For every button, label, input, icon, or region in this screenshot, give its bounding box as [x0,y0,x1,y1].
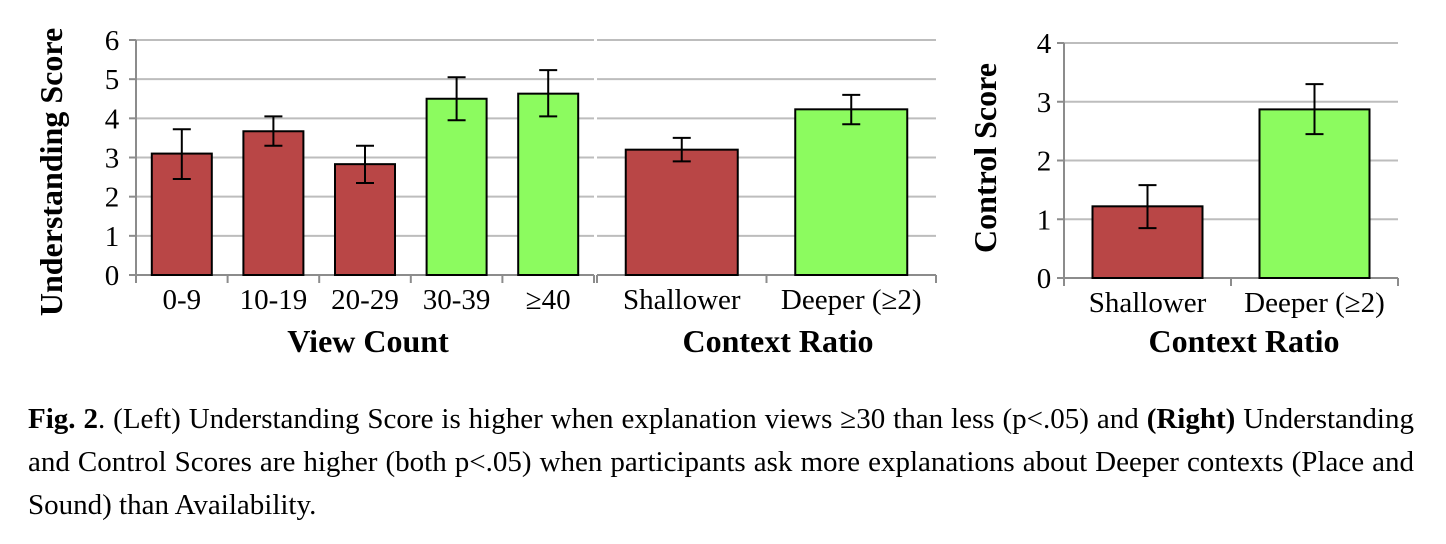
y-tick-label: 1 [105,221,120,253]
bar [242,130,305,276]
bar [517,92,580,276]
x-axis-label: Context Ratio [682,323,873,359]
y-axis-label: Control Score [967,63,1003,253]
y-tick-label: 3 [1037,87,1052,119]
x-tick-label: Shallower [623,284,741,316]
y-tick-label: 6 [105,25,120,57]
x-tick-label: Deeper (≥2) [781,284,922,316]
bar [425,97,488,276]
context-ratio-understanding-chart: Shallower Deeper (≥2) Context Ratio [596,39,937,359]
x-axis-label: View Count [287,323,449,359]
x-tick-label: 0-9 [162,284,201,316]
y-tick-label: 0 [1037,263,1052,295]
caption-right-label: (Right) [1146,403,1236,435]
x-tick-label: Deeper (≥2) [1244,287,1385,319]
x-tick-label: 20-29 [331,284,399,316]
y-axis-label: Understanding Score [33,28,69,316]
caption-text-left: . (Left) Understanding Score is higher w… [97,403,1147,435]
bar [794,108,909,276]
x-tick-label: 30-39 [423,284,491,316]
figure-caption: Fig. 2. (Left) Understanding Score is hi… [28,398,1414,527]
y-tick-label: 2 [1037,146,1052,178]
y-tick-label: 5 [105,64,120,96]
context-ratio-control-chart: 0 1 2 3 4 Shallower Deeper (≥2) Context Ratio Co… [967,28,1399,359]
y-tick-label: 3 [105,143,120,175]
caption-text-right: Understanding and Control Scores are hig… [28,403,1414,521]
y-tick-label: 0 [105,260,120,292]
x-tick-label: Shallower [1089,287,1207,319]
bar [624,148,739,277]
caption-fig-label: Fig. 2 [28,403,98,435]
x-tick-label: 10-19 [240,284,308,316]
x-axis-label: Context Ratio [1148,323,1339,359]
figure: 0 1 2 3 4 5 6 0-9 10-19 20-29 30-39 ≥40 View Count Un… [33,25,1399,359]
y-tick-label: 2 [105,182,120,214]
view-count-chart: 0 1 2 3 4 5 6 0-9 10-19 20-29 30-39 ≥40 View Count Un… [33,25,595,359]
y-tick-label: 4 [1037,28,1052,60]
x-tick-label: ≥40 [526,284,571,316]
y-tick-label: 4 [105,103,120,135]
bar [1258,108,1371,279]
y-tick-label: 1 [1037,204,1052,236]
